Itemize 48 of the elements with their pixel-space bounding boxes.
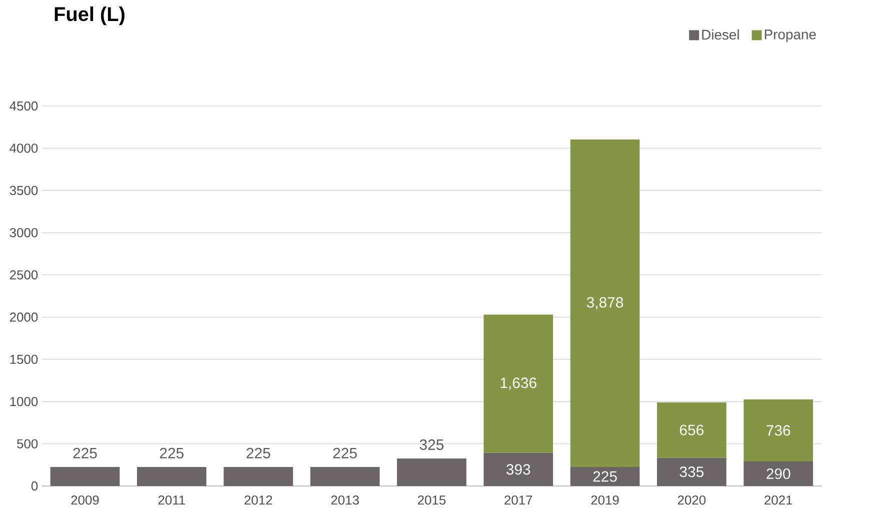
bar [657,402,726,458]
y-tick-label: 500 [17,439,38,448]
legend-label: Diesel [702,29,739,40]
bar [397,458,466,486]
data-label: 393 [506,464,530,475]
legend-label: Propane [764,30,816,42]
data-label: 1,636 [500,378,536,390]
data-label: 736 [766,425,790,436]
data-label: 225 [160,448,184,458]
bar [137,467,206,486]
bar [50,467,120,486]
y-tick-label: 3500 [10,186,38,196]
data-label: 225 [593,471,617,482]
bar [224,467,293,486]
x-tick-label: 2021 [764,495,792,505]
y-tick-label: 4000 [10,144,38,153]
data-label: 656 [680,424,704,436]
x-tick-label: 2015 [418,495,446,505]
bar [657,458,726,486]
data-label: 290 [766,468,790,480]
data-label: 325 [420,439,444,450]
y-tick-label: 2500 [10,270,38,280]
y-tick-label: 2000 [10,312,38,322]
bar [570,467,640,486]
x-tick-label: 2017 [504,495,532,505]
x-tick-label: 2012 [244,495,272,505]
y-tick-label: 1500 [10,354,38,364]
bar [744,462,813,486]
data-label: 225 [333,448,357,458]
y-tick-label: 0 [31,481,38,491]
data-label: 335 [680,466,704,478]
bar [484,314,553,453]
x-tick-label: 2020 [678,495,706,505]
y-tick-label: 1000 [10,396,38,406]
x-tick-label: 2009 [71,495,99,505]
x-tick-label: 2011 [158,495,185,505]
data-label: 225 [73,448,97,458]
data-label: 3,878 [586,297,624,310]
bar [484,452,553,486]
x-tick-label: 2013 [331,495,359,505]
bar [570,140,640,467]
x-tick-label: 2019 [591,495,619,505]
bar [744,399,813,462]
chart-title: Fuel (L) [54,6,124,26]
data-label: 225 [246,448,270,458]
bar [310,467,380,486]
y-tick-label: 4500 [10,101,38,111]
y-tick-label: 3000 [10,228,38,238]
